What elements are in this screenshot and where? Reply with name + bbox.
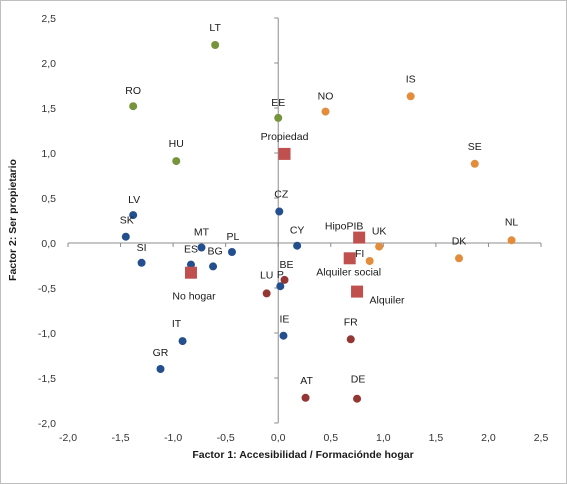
y-tick-label: 0,0 bbox=[41, 238, 56, 250]
point-alquiler-social-label: Alquiler social bbox=[316, 266, 381, 278]
y-tick-label: -1,0 bbox=[38, 328, 56, 340]
point-hipopib-label: HipoPIB bbox=[325, 221, 364, 233]
point-es-marker bbox=[186, 260, 195, 269]
point-be-marker bbox=[280, 275, 289, 284]
y-axis-title: Factor 2: Ser propietario bbox=[7, 159, 19, 281]
point-lt-marker bbox=[211, 41, 220, 49]
point-is-marker bbox=[406, 92, 415, 101]
x-tick-label: 2,5 bbox=[534, 432, 549, 444]
x-tick-label: 0,0 bbox=[271, 432, 286, 444]
point-ee-label: EE bbox=[271, 97, 285, 109]
point-alquiler-label: Alquiler bbox=[370, 295, 406, 307]
point-nl-label: NL bbox=[505, 216, 519, 228]
point-alquiler-marker bbox=[351, 285, 364, 298]
point-ie-marker bbox=[279, 331, 288, 340]
point-sk-marker bbox=[121, 232, 130, 241]
point-pl-label: PL bbox=[227, 231, 240, 243]
point-uk-label: UK bbox=[372, 226, 387, 238]
point-lt-label: LT bbox=[209, 22, 221, 34]
point-es-label: ES bbox=[184, 244, 198, 256]
point-dk-marker bbox=[455, 254, 464, 263]
x-tick-label: -0,5 bbox=[217, 432, 235, 444]
point-mt-marker bbox=[197, 243, 206, 252]
point-de-label: DE bbox=[351, 374, 366, 386]
point-propiedad-label: Propiedad bbox=[261, 131, 309, 143]
y-tick-label: 1,5 bbox=[41, 103, 56, 115]
point-bg-marker bbox=[209, 262, 218, 271]
point-fi-label: FI bbox=[355, 248, 364, 260]
point-fr-marker bbox=[346, 335, 355, 344]
x-tick-label: -2,0 bbox=[59, 432, 77, 444]
point-alquiler-social-marker bbox=[343, 252, 356, 265]
point-it-marker bbox=[178, 337, 187, 346]
point-fr-label: FR bbox=[344, 316, 358, 328]
point-si-marker bbox=[137, 258, 146, 267]
point-gr-marker bbox=[156, 365, 165, 373]
point-hu-marker bbox=[172, 157, 181, 166]
point-se-label: SE bbox=[468, 141, 482, 153]
point-lv-marker bbox=[129, 211, 138, 220]
point-no-marker bbox=[321, 107, 330, 116]
point-gr-label: GR bbox=[153, 347, 169, 359]
point-ro-label: RO bbox=[125, 85, 141, 97]
point-cy-label: CY bbox=[290, 225, 305, 237]
y-tick-label: -0,5 bbox=[38, 283, 56, 295]
point-at-label: AT bbox=[300, 375, 313, 387]
point-no-hogar-marker bbox=[184, 266, 197, 279]
point-it-label: IT bbox=[172, 318, 182, 330]
x-tick-label: -1,0 bbox=[164, 432, 182, 444]
point-se-marker bbox=[470, 159, 479, 168]
point-lu-marker bbox=[262, 289, 271, 298]
point-p-label: P bbox=[277, 269, 284, 281]
y-tick-label: 1,0 bbox=[41, 148, 56, 160]
point-cz-marker bbox=[275, 207, 284, 216]
point-si-label: SI bbox=[137, 242, 147, 254]
point-de-marker bbox=[353, 394, 362, 403]
point-hu-label: HU bbox=[169, 138, 184, 150]
point-labels: LT RO EE HU IS NO SE NL DK UK FI LV SK SI CZ CY MT ES BG PL… bbox=[120, 22, 519, 387]
point-cz-label: CZ bbox=[274, 189, 289, 201]
y-tick-label: -1,5 bbox=[38, 373, 56, 385]
point-dk-label: DK bbox=[452, 235, 467, 247]
point-cy-marker bbox=[293, 241, 302, 250]
y-tick-label: -2,0 bbox=[38, 418, 56, 430]
tick-labels: -2,0 -1,5 -1,0 -0,5 0,0 0,5 1,0 1,5 2,0 2,5 2,5 2,0… bbox=[38, 13, 549, 444]
point-pl-marker bbox=[227, 248, 236, 256]
x-tick-label: 1,5 bbox=[429, 432, 444, 444]
point-propiedad-marker bbox=[278, 147, 291, 160]
data-points bbox=[121, 41, 516, 403]
point-fi-marker bbox=[365, 257, 374, 265]
point-ee-marker bbox=[274, 113, 283, 122]
point-be-label: BE bbox=[280, 259, 294, 271]
point-p-marker bbox=[276, 282, 285, 291]
x-axis-title: Factor 1: Accesibilidad / Formaciónde ho… bbox=[192, 449, 413, 461]
y-tick-label: 0,5 bbox=[41, 193, 56, 205]
point-bg-label: BG bbox=[207, 245, 222, 257]
y-tick-label: 2,0 bbox=[41, 58, 56, 70]
x-tick-label: -1,5 bbox=[112, 432, 130, 444]
axes bbox=[67, 17, 542, 424]
point-ro-marker bbox=[129, 102, 138, 111]
x-tick-label: 0,5 bbox=[323, 432, 338, 444]
point-uk-marker bbox=[375, 242, 384, 251]
y-tick-label: 2,5 bbox=[41, 13, 56, 25]
point-nl-marker bbox=[507, 236, 516, 245]
point-lu-label: LU bbox=[260, 269, 273, 281]
point-at-marker bbox=[301, 393, 310, 402]
x-tick-label: 2,0 bbox=[481, 432, 496, 444]
point-no-label: NO bbox=[318, 91, 334, 103]
point-no-hogar-label: No hogar bbox=[172, 291, 216, 303]
point-is-label: IS bbox=[406, 73, 416, 85]
point-mt-label: MT bbox=[194, 227, 210, 239]
point-hipopib-marker bbox=[353, 231, 366, 244]
x-tick-label: 1,0 bbox=[376, 432, 391, 444]
point-sk-label: SK bbox=[120, 215, 134, 227]
point-ie-label: IE bbox=[280, 314, 290, 326]
point-lv-label: LV bbox=[128, 194, 140, 206]
